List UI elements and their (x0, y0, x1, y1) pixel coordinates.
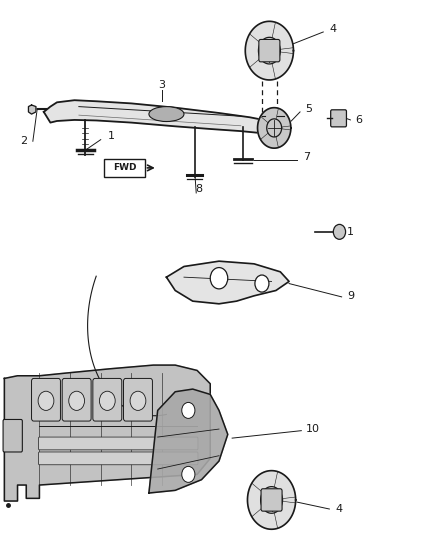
Text: 3: 3 (159, 80, 166, 90)
Text: 1: 1 (347, 227, 354, 237)
Circle shape (333, 224, 346, 239)
Ellipse shape (149, 107, 184, 122)
Text: 5: 5 (305, 104, 312, 114)
Circle shape (99, 391, 115, 410)
FancyBboxPatch shape (261, 489, 282, 511)
Polygon shape (245, 21, 293, 80)
Polygon shape (149, 389, 228, 493)
Polygon shape (166, 261, 289, 304)
Text: FWD: FWD (113, 164, 137, 172)
Text: 7: 7 (303, 152, 310, 162)
Circle shape (210, 268, 228, 289)
Circle shape (182, 402, 195, 418)
Text: 9: 9 (347, 291, 354, 301)
FancyBboxPatch shape (331, 110, 346, 127)
FancyBboxPatch shape (39, 452, 198, 465)
Circle shape (130, 391, 146, 410)
Circle shape (255, 275, 269, 292)
Polygon shape (247, 471, 296, 529)
Text: 2: 2 (21, 136, 28, 146)
FancyBboxPatch shape (104, 159, 145, 177)
FancyBboxPatch shape (32, 378, 60, 421)
Text: 4: 4 (329, 25, 336, 34)
Circle shape (69, 391, 85, 410)
FancyBboxPatch shape (124, 378, 152, 421)
Text: 8: 8 (196, 184, 203, 194)
FancyBboxPatch shape (259, 39, 280, 62)
Text: 6: 6 (356, 115, 363, 125)
Polygon shape (4, 365, 210, 501)
Polygon shape (258, 108, 291, 148)
FancyBboxPatch shape (62, 378, 91, 421)
Text: 1: 1 (108, 131, 115, 141)
Circle shape (38, 391, 54, 410)
FancyBboxPatch shape (3, 419, 22, 452)
Text: 10: 10 (306, 424, 320, 434)
Polygon shape (28, 105, 36, 114)
Polygon shape (44, 100, 283, 134)
Text: 4: 4 (336, 504, 343, 514)
FancyBboxPatch shape (39, 437, 198, 450)
Circle shape (182, 466, 195, 482)
FancyBboxPatch shape (93, 378, 122, 421)
